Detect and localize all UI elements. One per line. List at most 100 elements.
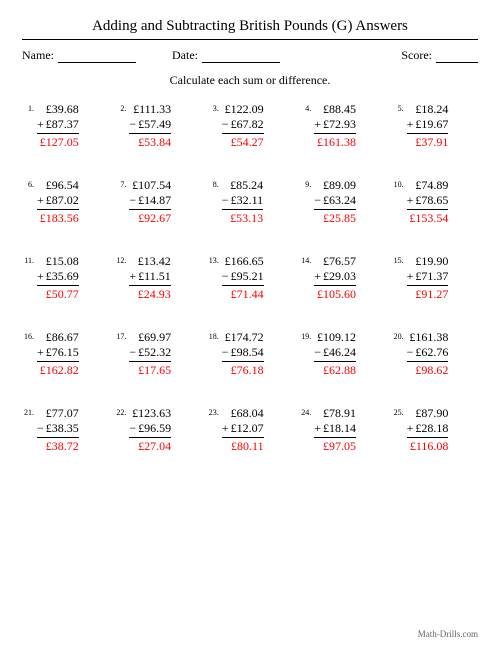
problem: 10.£74.89+£78.65£153.54 <box>392 178 478 226</box>
operand-a: £174.72 <box>222 330 264 345</box>
answer: £62.88 <box>314 362 356 378</box>
problem: 17.£69.97−£52.32£17.65 <box>114 330 200 378</box>
operand-b: £67.82 <box>231 117 264 131</box>
problem-stack: £86.67+£76.15£162.82 <box>37 330 79 378</box>
problem-stack: £85.24−£32.11£53.13 <box>222 178 263 226</box>
problem-number: 1. <box>22 102 34 113</box>
problem-number: 7. <box>114 178 126 189</box>
answer: £54.27 <box>222 134 264 150</box>
problem-number: 9. <box>299 178 311 189</box>
problem: 16.£86.67+£76.15£162.82 <box>22 330 108 378</box>
problem-stack: £15.08+£35.69£50.77 <box>37 254 79 302</box>
operand-b: £87.02 <box>46 193 79 207</box>
worksheet-page: Adding and Subtracting British Pounds (G… <box>0 0 500 647</box>
operator: − <box>129 345 136 360</box>
problem-number: 2. <box>114 102 126 113</box>
problem: 2.£111.33−£57.49£53.84 <box>114 102 200 150</box>
problem-stack: £76.57+£29.03£105.60 <box>314 254 356 302</box>
operand-b-row: +£11.51 <box>129 269 170 286</box>
problem: 6.£96.54+£87.02£183.56 <box>22 178 108 226</box>
operand-b-row: −£98.54 <box>222 345 264 362</box>
operand-b-row: −£95.21 <box>222 269 264 286</box>
answer: £53.13 <box>222 210 263 226</box>
problem: 13.£166.65−£95.21£71.44 <box>207 254 293 302</box>
answer: £71.44 <box>222 286 264 302</box>
operand-a: £85.24 <box>222 178 263 193</box>
answer: £37.91 <box>407 134 449 150</box>
operator: + <box>407 193 414 208</box>
operator: − <box>129 421 136 436</box>
date-label: Date: <box>172 48 198 63</box>
date-field: Date: <box>172 48 280 63</box>
info-row: Name: Date: Score: <box>22 48 478 63</box>
score-field: Score: <box>401 48 478 63</box>
problem: 21.£77.07−£38.35£38.72 <box>22 406 108 454</box>
operand-a: £15.08 <box>37 254 79 269</box>
problem: 25.£87.90+£28.18£116.08 <box>392 406 478 454</box>
operand-b-row: +£29.03 <box>314 269 356 286</box>
problem-stack: £68.04+£12.07£80.11 <box>222 406 264 454</box>
answer: £25.85 <box>314 210 356 226</box>
operand-b: £78.65 <box>415 193 448 207</box>
operand-b-row: +£76.15 <box>37 345 79 362</box>
operator: − <box>37 421 44 436</box>
answer: £97.05 <box>314 438 356 454</box>
operand-b: £11.51 <box>138 269 171 283</box>
problem-number: 8. <box>207 178 219 189</box>
problem-stack: £89.09−£63.24£25.85 <box>314 178 356 226</box>
operator: − <box>222 117 229 132</box>
operand-b-row: +£78.65 <box>407 193 449 210</box>
operator: + <box>407 269 414 284</box>
problem-stack: £87.90+£28.18£116.08 <box>407 406 449 454</box>
operator: + <box>37 269 44 284</box>
operator: + <box>314 269 321 284</box>
operand-a: £13.42 <box>129 254 170 269</box>
problem-stack: £88.45+£72.93£161.38 <box>314 102 356 150</box>
operand-b: £76.15 <box>46 345 79 359</box>
operator: − <box>314 193 321 208</box>
problem-stack: £123.63−£96.59£27.04 <box>129 406 171 454</box>
operand-a: £87.90 <box>407 406 449 421</box>
operand-b-row: −£14.87 <box>129 193 171 210</box>
operand-b-row: +£28.18 <box>407 421 449 438</box>
problem: 1.£39.68+£87.37£127.05 <box>22 102 108 150</box>
problem: 22.£123.63−£96.59£27.04 <box>114 406 200 454</box>
problem-stack: £13.42+£11.51£24.93 <box>129 254 170 302</box>
operand-b-row: +£71.37 <box>407 269 449 286</box>
operand-a: £88.45 <box>314 102 356 117</box>
instruction: Calculate each sum or difference. <box>22 73 478 88</box>
operand-a: £18.24 <box>407 102 449 117</box>
operand-a: £78.91 <box>314 406 356 421</box>
problem-number: 13. <box>207 254 219 265</box>
answer: £91.27 <box>407 286 449 302</box>
problem-number: 18. <box>207 330 219 341</box>
problem-stack: £111.33−£57.49£53.84 <box>129 102 171 150</box>
answer: £38.72 <box>37 438 79 454</box>
operand-b-row: −£62.76 <box>407 345 449 362</box>
operand-a: £77.07 <box>37 406 79 421</box>
operand-b: £29.03 <box>323 269 356 283</box>
operand-a: £19.90 <box>407 254 449 269</box>
operand-b: £32.11 <box>231 193 264 207</box>
problem-stack: £174.72−£98.54£76.18 <box>222 330 264 378</box>
operator: + <box>314 421 321 436</box>
problem-number: 24. <box>299 406 311 417</box>
problem-number: 5. <box>392 102 404 113</box>
operand-b-row: −£63.24 <box>314 193 356 210</box>
problem-number: 10. <box>392 178 404 189</box>
problem-stack: £18.24+£19.67£37.91 <box>407 102 449 150</box>
operator: − <box>314 345 321 360</box>
operand-a: £107.54 <box>129 178 171 193</box>
operator: − <box>129 193 136 208</box>
operator: + <box>407 117 414 132</box>
operand-a: £89.09 <box>314 178 356 193</box>
problem: 19.£109.12−£46.24£62.88 <box>299 330 385 378</box>
operand-b-row: +£18.14 <box>314 421 356 438</box>
operand-b-row: +£35.69 <box>37 269 79 286</box>
problem-stack: £122.09−£67.82£54.27 <box>222 102 264 150</box>
problem-number: 12. <box>114 254 126 265</box>
operand-a: £68.04 <box>222 406 264 421</box>
operator: + <box>222 421 229 436</box>
problem-number: 22. <box>114 406 126 417</box>
name-line <box>58 51 136 63</box>
